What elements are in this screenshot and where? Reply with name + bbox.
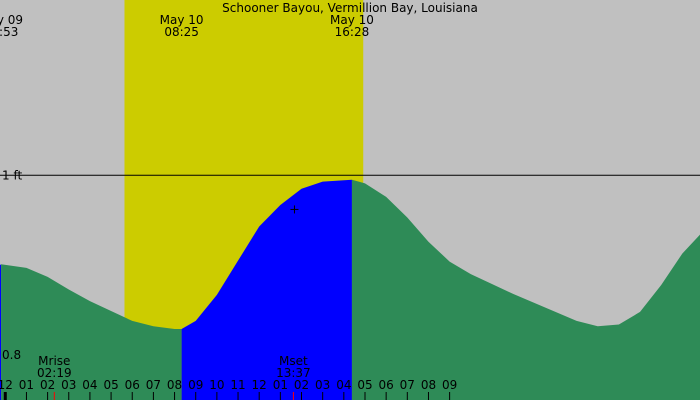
x-tick-label: 01 bbox=[19, 378, 34, 392]
low-tide-label: May 0923:53 bbox=[0, 13, 23, 39]
x-tick-label: 06 bbox=[125, 378, 140, 392]
x-tick-label: 12 bbox=[0, 378, 13, 392]
low-tide-label: May 10 08:25 bbox=[160, 13, 204, 39]
moon-events: Mrise 02:19 Mset 13:37 bbox=[37, 354, 311, 400]
rising-tide-segment bbox=[181, 179, 352, 400]
falling-tide-segment bbox=[351, 179, 700, 400]
x-tick-label: 04 bbox=[82, 378, 97, 392]
y-tick-labels: 0.8 bbox=[2, 348, 21, 362]
x-tick-label: 10 bbox=[209, 378, 224, 392]
x-tick-label: 08 bbox=[167, 378, 182, 392]
moon-set-label: Mset 13:37 bbox=[276, 354, 311, 380]
high-tide-label: May 10 16:28 bbox=[330, 13, 374, 39]
falling-tide-segment bbox=[1, 264, 182, 400]
x-tick-label: 05 bbox=[357, 378, 372, 392]
tide-area-segments bbox=[0, 179, 700, 400]
chart-title: Schooner Bayou, Vermillion Bay, Louisian… bbox=[222, 1, 478, 15]
x-tick-label: 03 bbox=[315, 378, 330, 392]
x-axis: 1120102030405060708091011120102030405060… bbox=[0, 378, 457, 400]
x-tick-label: 07 bbox=[400, 378, 415, 392]
x-tick-label: 02 bbox=[40, 378, 55, 392]
moon-rise-label: Mrise 02:19 bbox=[37, 354, 72, 380]
x-tick-label: 02 bbox=[294, 378, 309, 392]
current-marker bbox=[290, 205, 299, 214]
x-tick-label: 12 bbox=[252, 378, 267, 392]
x-tick-label: 04 bbox=[336, 378, 351, 392]
x-tick-label: 03 bbox=[61, 378, 76, 392]
x-tick-label: 09 bbox=[188, 378, 203, 392]
x-tick-label: 06 bbox=[379, 378, 394, 392]
y-tick-label: 0.8 bbox=[2, 348, 21, 362]
x-tick-label: 09 bbox=[442, 378, 457, 392]
rising-tide-segment bbox=[0, 264, 2, 400]
x-tick-label: 01 bbox=[273, 378, 288, 392]
x-tick-label: 08 bbox=[421, 378, 436, 392]
x-tick-label: 05 bbox=[103, 378, 118, 392]
gridline-label: 1 ft bbox=[2, 168, 22, 182]
x-tick-label: 11 bbox=[230, 378, 245, 392]
x-tick-label: 07 bbox=[146, 378, 161, 392]
gridlines: 1 ft bbox=[0, 168, 700, 182]
